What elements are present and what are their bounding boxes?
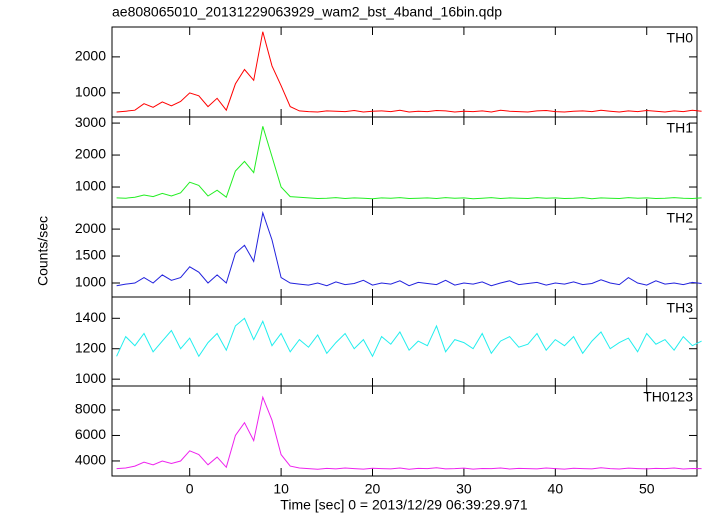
panel-label: TH3 [667, 300, 694, 316]
y-tick-label: 1000 [75, 178, 106, 194]
x-axis-label: Time [sec] 0 = 2013/12/29 06:39:29.971 [280, 497, 528, 513]
panel-label: TH1 [667, 120, 694, 136]
y-tick-label: 6000 [75, 426, 106, 442]
x-tick-label: 20 [365, 481, 381, 497]
y-tick-label: 1500 [75, 247, 106, 263]
y-tick-label: 3000 [75, 114, 106, 130]
y-tick-label: 4000 [75, 452, 106, 468]
y-tick-label: 2000 [75, 48, 106, 64]
y-tick-label: 1000 [75, 370, 106, 386]
y-tick-label: 1000 [75, 274, 106, 290]
panel-frame [111, 116, 698, 208]
y-tick-label: 1000 [75, 84, 106, 100]
light-curve [116, 210, 702, 287]
y-axis-label: Counts/sec [35, 216, 51, 286]
x-tick-label: 10 [273, 481, 289, 497]
panel-frame [111, 26, 698, 118]
panel-label: TH0 [667, 30, 694, 46]
panel-label: TH2 [667, 210, 694, 226]
panel-label: TH0123 [643, 389, 693, 405]
light-curve [116, 395, 702, 470]
chart-title: ae808065010_20131229063929_wam2_bst_4ban… [112, 4, 502, 20]
light-curve [116, 126, 702, 200]
light-curve [116, 317, 702, 358]
x-tick-label: 40 [548, 481, 564, 497]
y-tick-label: 8000 [75, 401, 106, 417]
y-tick-label: 2000 [75, 220, 106, 236]
y-tick-label: 2000 [75, 146, 106, 162]
y-tick-label: 1200 [75, 339, 106, 355]
light-curve [116, 31, 702, 113]
x-tick-label: 0 [186, 481, 194, 497]
panel-frame [111, 385, 698, 477]
y-tick-label: 1400 [75, 309, 106, 325]
x-tick-label: 30 [456, 481, 472, 497]
x-tick-label: 50 [639, 481, 655, 497]
